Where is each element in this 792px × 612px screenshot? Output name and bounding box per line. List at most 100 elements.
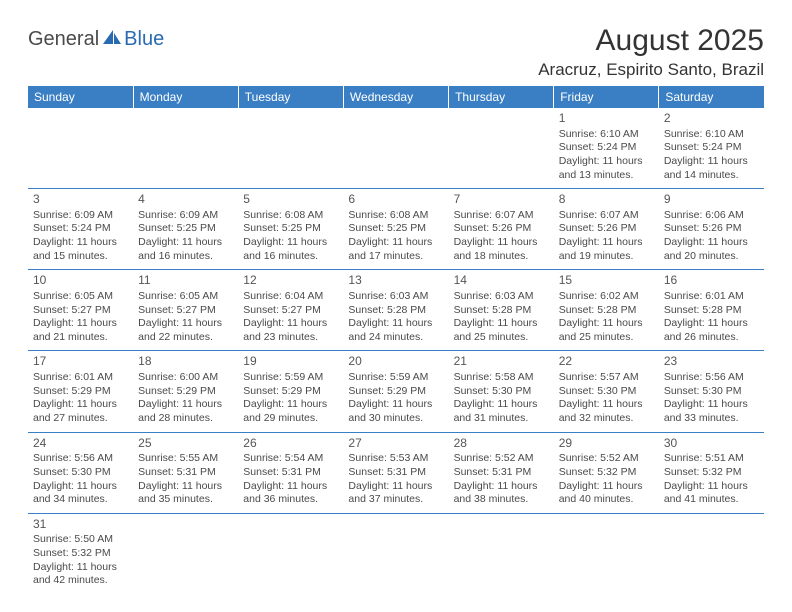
calendar-day-cell: 25Sunrise: 5:55 AMSunset: 5:31 PMDayligh… bbox=[133, 432, 238, 513]
day-detail-line: Daylight: 11 hours bbox=[33, 398, 128, 412]
day-detail-line: Sunrise: 6:01 AM bbox=[33, 371, 128, 385]
calendar-day-cell: 24Sunrise: 5:56 AMSunset: 5:30 PMDayligh… bbox=[28, 432, 133, 513]
day-detail-line: and 15 minutes. bbox=[33, 250, 128, 264]
day-detail-line: Daylight: 11 hours bbox=[664, 480, 759, 494]
day-number: 28 bbox=[454, 436, 549, 452]
calendar-week-row: 1Sunrise: 6:10 AMSunset: 5:24 PMDaylight… bbox=[28, 108, 764, 189]
day-detail-line: Daylight: 11 hours bbox=[559, 398, 654, 412]
day-detail-line: and 35 minutes. bbox=[138, 493, 233, 507]
logo-sail-icon bbox=[101, 28, 123, 51]
weekday-header: Thursday bbox=[449, 86, 554, 108]
day-detail-line: Sunrise: 6:08 AM bbox=[243, 209, 338, 223]
day-detail-line: Sunset: 5:27 PM bbox=[138, 304, 233, 318]
calendar-day-cell: 23Sunrise: 5:56 AMSunset: 5:30 PMDayligh… bbox=[659, 351, 764, 432]
calendar-day-cell: 26Sunrise: 5:54 AMSunset: 5:31 PMDayligh… bbox=[238, 432, 343, 513]
day-number: 20 bbox=[348, 354, 443, 370]
calendar-table: Sunday Monday Tuesday Wednesday Thursday… bbox=[28, 86, 764, 594]
day-detail-line: Sunrise: 6:02 AM bbox=[559, 290, 654, 304]
day-detail-line: Sunset: 5:28 PM bbox=[454, 304, 549, 318]
day-detail-line: Daylight: 11 hours bbox=[243, 236, 338, 250]
day-detail-line: and 25 minutes. bbox=[454, 331, 549, 345]
day-detail-line: Daylight: 11 hours bbox=[243, 480, 338, 494]
day-number: 1 bbox=[559, 111, 654, 127]
day-detail-line: Sunrise: 6:07 AM bbox=[454, 209, 549, 223]
day-detail-line: Daylight: 11 hours bbox=[243, 317, 338, 331]
day-detail-line: Sunset: 5:29 PM bbox=[33, 385, 128, 399]
calendar-day-cell: 17Sunrise: 6:01 AMSunset: 5:29 PMDayligh… bbox=[28, 351, 133, 432]
calendar-day-cell: 11Sunrise: 6:05 AMSunset: 5:27 PMDayligh… bbox=[133, 270, 238, 351]
calendar-day-cell: 12Sunrise: 6:04 AMSunset: 5:27 PMDayligh… bbox=[238, 270, 343, 351]
day-detail-line: Daylight: 11 hours bbox=[664, 317, 759, 331]
day-detail-line: Sunset: 5:31 PM bbox=[454, 466, 549, 480]
day-number: 16 bbox=[664, 273, 759, 289]
day-detail-line: and 20 minutes. bbox=[664, 250, 759, 264]
calendar-day-cell: 19Sunrise: 5:59 AMSunset: 5:29 PMDayligh… bbox=[238, 351, 343, 432]
day-detail-line: and 16 minutes. bbox=[138, 250, 233, 264]
day-detail-line: Sunset: 5:26 PM bbox=[664, 222, 759, 236]
day-detail-line: and 23 minutes. bbox=[243, 331, 338, 345]
logo-text-general: General bbox=[28, 28, 99, 51]
calendar-day-cell bbox=[238, 513, 343, 594]
title-block: August 2025 Aracruz, Espirito Santo, Bra… bbox=[538, 24, 764, 80]
day-detail-line: and 16 minutes. bbox=[243, 250, 338, 264]
day-detail-line: Daylight: 11 hours bbox=[454, 317, 549, 331]
day-detail-line: Daylight: 11 hours bbox=[664, 398, 759, 412]
day-detail-line: and 40 minutes. bbox=[559, 493, 654, 507]
day-number: 13 bbox=[348, 273, 443, 289]
calendar-day-cell: 10Sunrise: 6:05 AMSunset: 5:27 PMDayligh… bbox=[28, 270, 133, 351]
day-detail-line: Sunset: 5:31 PM bbox=[243, 466, 338, 480]
day-detail-line: Sunrise: 6:10 AM bbox=[664, 128, 759, 142]
weekday-header: Monday bbox=[133, 86, 238, 108]
day-detail-line: Daylight: 11 hours bbox=[33, 317, 128, 331]
calendar-day-cell: 18Sunrise: 6:00 AMSunset: 5:29 PMDayligh… bbox=[133, 351, 238, 432]
day-detail-line: Sunset: 5:27 PM bbox=[33, 304, 128, 318]
header: General Blue August 2025 Aracruz, Espiri… bbox=[28, 24, 764, 80]
day-detail-line: and 17 minutes. bbox=[348, 250, 443, 264]
weekday-header: Sunday bbox=[28, 86, 133, 108]
day-detail-line: Sunset: 5:30 PM bbox=[33, 466, 128, 480]
calendar-day-cell bbox=[343, 513, 448, 594]
logo: General Blue bbox=[28, 28, 164, 51]
calendar-day-cell: 16Sunrise: 6:01 AMSunset: 5:28 PMDayligh… bbox=[659, 270, 764, 351]
calendar-day-cell: 20Sunrise: 5:59 AMSunset: 5:29 PMDayligh… bbox=[343, 351, 448, 432]
day-detail-line: Daylight: 11 hours bbox=[454, 398, 549, 412]
day-detail-line: and 34 minutes. bbox=[33, 493, 128, 507]
day-number: 2 bbox=[664, 111, 759, 127]
day-detail-line: and 42 minutes. bbox=[33, 574, 128, 588]
calendar-day-cell: 13Sunrise: 6:03 AMSunset: 5:28 PMDayligh… bbox=[343, 270, 448, 351]
day-detail-line: Daylight: 11 hours bbox=[138, 480, 233, 494]
day-number: 12 bbox=[243, 273, 338, 289]
day-detail-line: Sunset: 5:26 PM bbox=[559, 222, 654, 236]
day-detail-line: and 33 minutes. bbox=[664, 412, 759, 426]
weekday-header: Friday bbox=[554, 86, 659, 108]
calendar-day-cell: 3Sunrise: 6:09 AMSunset: 5:24 PMDaylight… bbox=[28, 189, 133, 270]
day-detail-line: Sunset: 5:24 PM bbox=[664, 141, 759, 155]
day-detail-line: and 41 minutes. bbox=[664, 493, 759, 507]
day-detail-line: and 36 minutes. bbox=[243, 493, 338, 507]
calendar-day-cell: 9Sunrise: 6:06 AMSunset: 5:26 PMDaylight… bbox=[659, 189, 764, 270]
day-number: 11 bbox=[138, 273, 233, 289]
weekday-header: Wednesday bbox=[343, 86, 448, 108]
day-detail-line: Sunrise: 5:54 AM bbox=[243, 452, 338, 466]
day-number: 23 bbox=[664, 354, 759, 370]
day-detail-line: Sunrise: 6:09 AM bbox=[138, 209, 233, 223]
calendar-day-cell: 22Sunrise: 5:57 AMSunset: 5:30 PMDayligh… bbox=[554, 351, 659, 432]
day-number: 3 bbox=[33, 192, 128, 208]
day-detail-line: Sunset: 5:25 PM bbox=[348, 222, 443, 236]
day-detail-line: Sunrise: 5:56 AM bbox=[33, 452, 128, 466]
day-detail-line: Sunset: 5:32 PM bbox=[33, 547, 128, 561]
day-detail-line: Daylight: 11 hours bbox=[664, 236, 759, 250]
day-number: 30 bbox=[664, 436, 759, 452]
day-detail-line: Daylight: 11 hours bbox=[348, 398, 443, 412]
day-detail-line: Daylight: 11 hours bbox=[348, 236, 443, 250]
day-detail-line: Sunrise: 6:05 AM bbox=[33, 290, 128, 304]
calendar-week-row: 17Sunrise: 6:01 AMSunset: 5:29 PMDayligh… bbox=[28, 351, 764, 432]
day-detail-line: Sunrise: 5:53 AM bbox=[348, 452, 443, 466]
day-number: 7 bbox=[454, 192, 549, 208]
day-detail-line: and 37 minutes. bbox=[348, 493, 443, 507]
calendar-day-cell: 30Sunrise: 5:51 AMSunset: 5:32 PMDayligh… bbox=[659, 432, 764, 513]
day-detail-line: Sunrise: 5:57 AM bbox=[559, 371, 654, 385]
day-number: 29 bbox=[559, 436, 654, 452]
day-detail-line: Daylight: 11 hours bbox=[33, 561, 128, 575]
weekday-header: Saturday bbox=[659, 86, 764, 108]
